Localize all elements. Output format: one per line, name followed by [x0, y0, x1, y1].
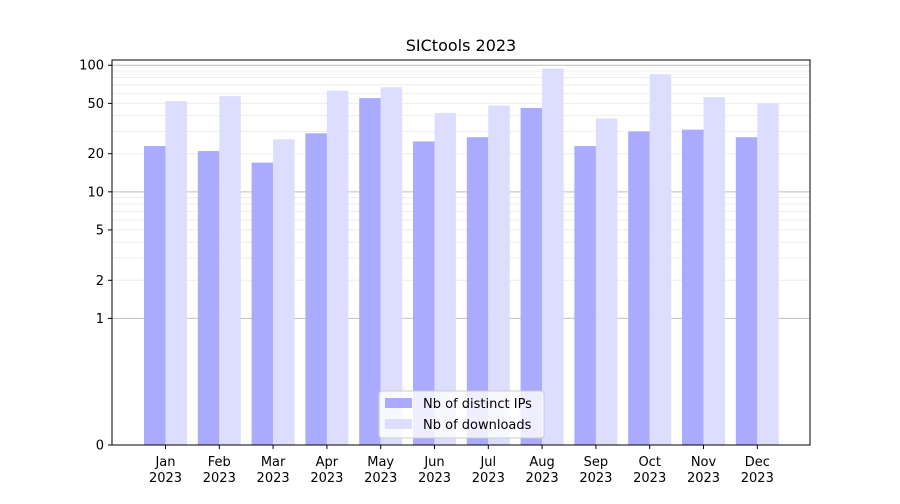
y-tick-label: 100 [79, 59, 104, 74]
bar-downloads [326, 90, 349, 445]
x-tick-label-year: 2023 [633, 471, 666, 486]
x-axis: Jan2023Feb2023Mar2023Apr2023May2023Jun20… [149, 445, 774, 486]
legend-label: Nb of distinct IPs [423, 397, 532, 412]
x-tick-label-year: 2023 [364, 471, 397, 486]
bar-downloads [219, 96, 241, 446]
x-tick-label-year: 2023 [418, 471, 451, 486]
plot-frame [111, 59, 811, 446]
y-axis: 0 1 2 5 10 20 50 100 [79, 59, 112, 454]
x-tick-label-month: Jan [154, 455, 175, 470]
bar-downloads [434, 112, 456, 446]
x-tick-label-month: Jun [423, 455, 444, 470]
bar-downloads [757, 103, 779, 445]
x-tick-label-month: Oct [638, 455, 660, 470]
bar-downloads [542, 68, 564, 446]
bar-distinct-ips [359, 98, 381, 445]
bar-downloads [380, 87, 403, 445]
bar-distinct-ips [628, 131, 650, 445]
x-tick-label-month: Dec [745, 455, 770, 470]
y-tick-label: 50 [87, 97, 104, 112]
legend-label: Nb of downloads [423, 418, 532, 433]
bar-distinct-ips [413, 141, 435, 445]
bar-downloads [488, 105, 510, 446]
x-tick-label-year: 2023 [203, 471, 236, 486]
legend: Nb of distinct IPs Nb of downloads [378, 390, 545, 439]
x-tick-label-month: Apr [316, 455, 339, 470]
x-tick-label-year: 2023 [741, 471, 774, 486]
bar-downloads [273, 139, 295, 445]
x-tick-label-year: 2023 [526, 471, 559, 486]
legend-box [378, 390, 545, 439]
bar-distinct-ips [305, 133, 327, 445]
y-tick-label: 1 [96, 312, 104, 327]
x-tick-label-month: Sep [584, 455, 609, 470]
x-tick-label-month: Jul [479, 455, 496, 470]
chart-title: SICtools 2023 [406, 36, 516, 55]
x-tick-label-year: 2023 [149, 471, 182, 486]
x-tick-label-year: 2023 [257, 471, 290, 486]
x-tick-label-month: Feb [208, 455, 231, 470]
bar-distinct-ips [520, 107, 543, 446]
x-tick-label-month: Aug [529, 455, 554, 470]
y-tick-label: 5 [96, 223, 104, 238]
bars [144, 68, 779, 446]
x-tick-label-year: 2023 [472, 471, 505, 486]
bar-distinct-ips [735, 137, 758, 446]
y-tick-label: 0 [96, 439, 104, 454]
bar-downloads [165, 101, 187, 446]
x-tick-label-month: May [367, 455, 394, 470]
legend-swatch [385, 419, 412, 429]
legend-swatch [385, 398, 412, 408]
bar-distinct-ips [197, 151, 220, 445]
x-tick-label-month: Mar [261, 455, 286, 470]
x-tick-label-year: 2023 [579, 471, 612, 486]
bar-distinct-ips [574, 146, 596, 445]
x-tick-label-month: Nov [691, 455, 717, 470]
y-tick-label: 10 [87, 185, 104, 200]
y-tick-label: 2 [96, 274, 104, 289]
bar-downloads [703, 97, 725, 446]
x-tick-label-year: 2023 [310, 471, 343, 486]
bar-downloads [649, 74, 672, 446]
y-tick-label: 20 [87, 147, 104, 162]
bar-downloads [595, 118, 618, 445]
bar-distinct-ips [682, 129, 704, 445]
bar-distinct-ips [466, 137, 489, 446]
x-tick-label-year: 2023 [687, 471, 720, 486]
bar-distinct-ips [144, 146, 166, 445]
bar-distinct-ips [251, 162, 274, 445]
